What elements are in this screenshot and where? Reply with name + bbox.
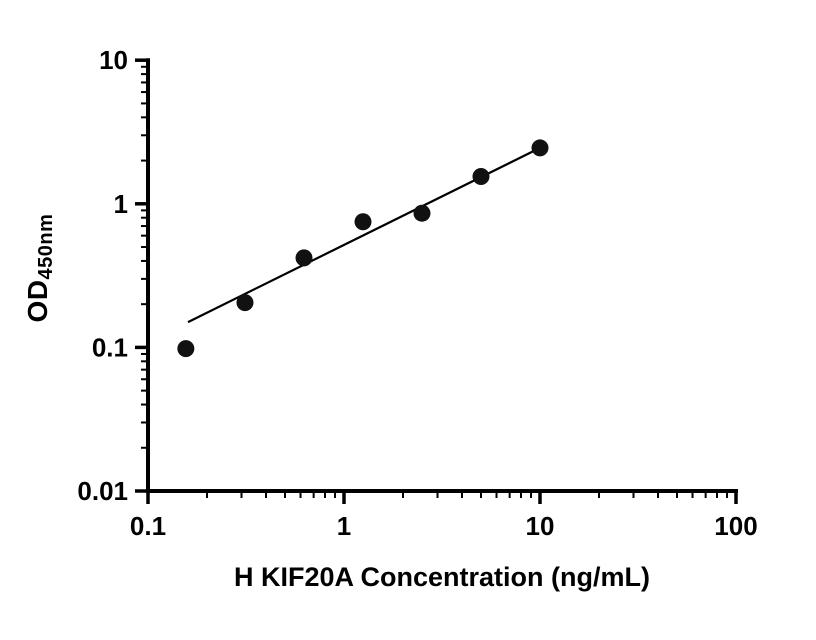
data-point: [295, 249, 313, 267]
axes: [146, 58, 738, 493]
y-tick-label: 1: [114, 189, 128, 219]
data-point: [354, 213, 372, 231]
data-point: [413, 204, 431, 222]
y-tick-label: 10: [99, 45, 128, 75]
x-tick-label: 100: [714, 511, 757, 541]
data-series: [177, 139, 549, 358]
x-tick-label: 0.1: [130, 511, 166, 541]
data-point: [236, 294, 254, 312]
data-point: [177, 340, 195, 358]
data-point: [472, 167, 490, 185]
axis-ticks: [135, 58, 738, 504]
x-tick-label: 1: [337, 511, 351, 541]
y-tick-label: 0.01: [77, 476, 128, 506]
data-point: [531, 139, 549, 157]
x-tick-label: 10: [526, 511, 555, 541]
y-tick-label: 0.1: [92, 332, 128, 362]
